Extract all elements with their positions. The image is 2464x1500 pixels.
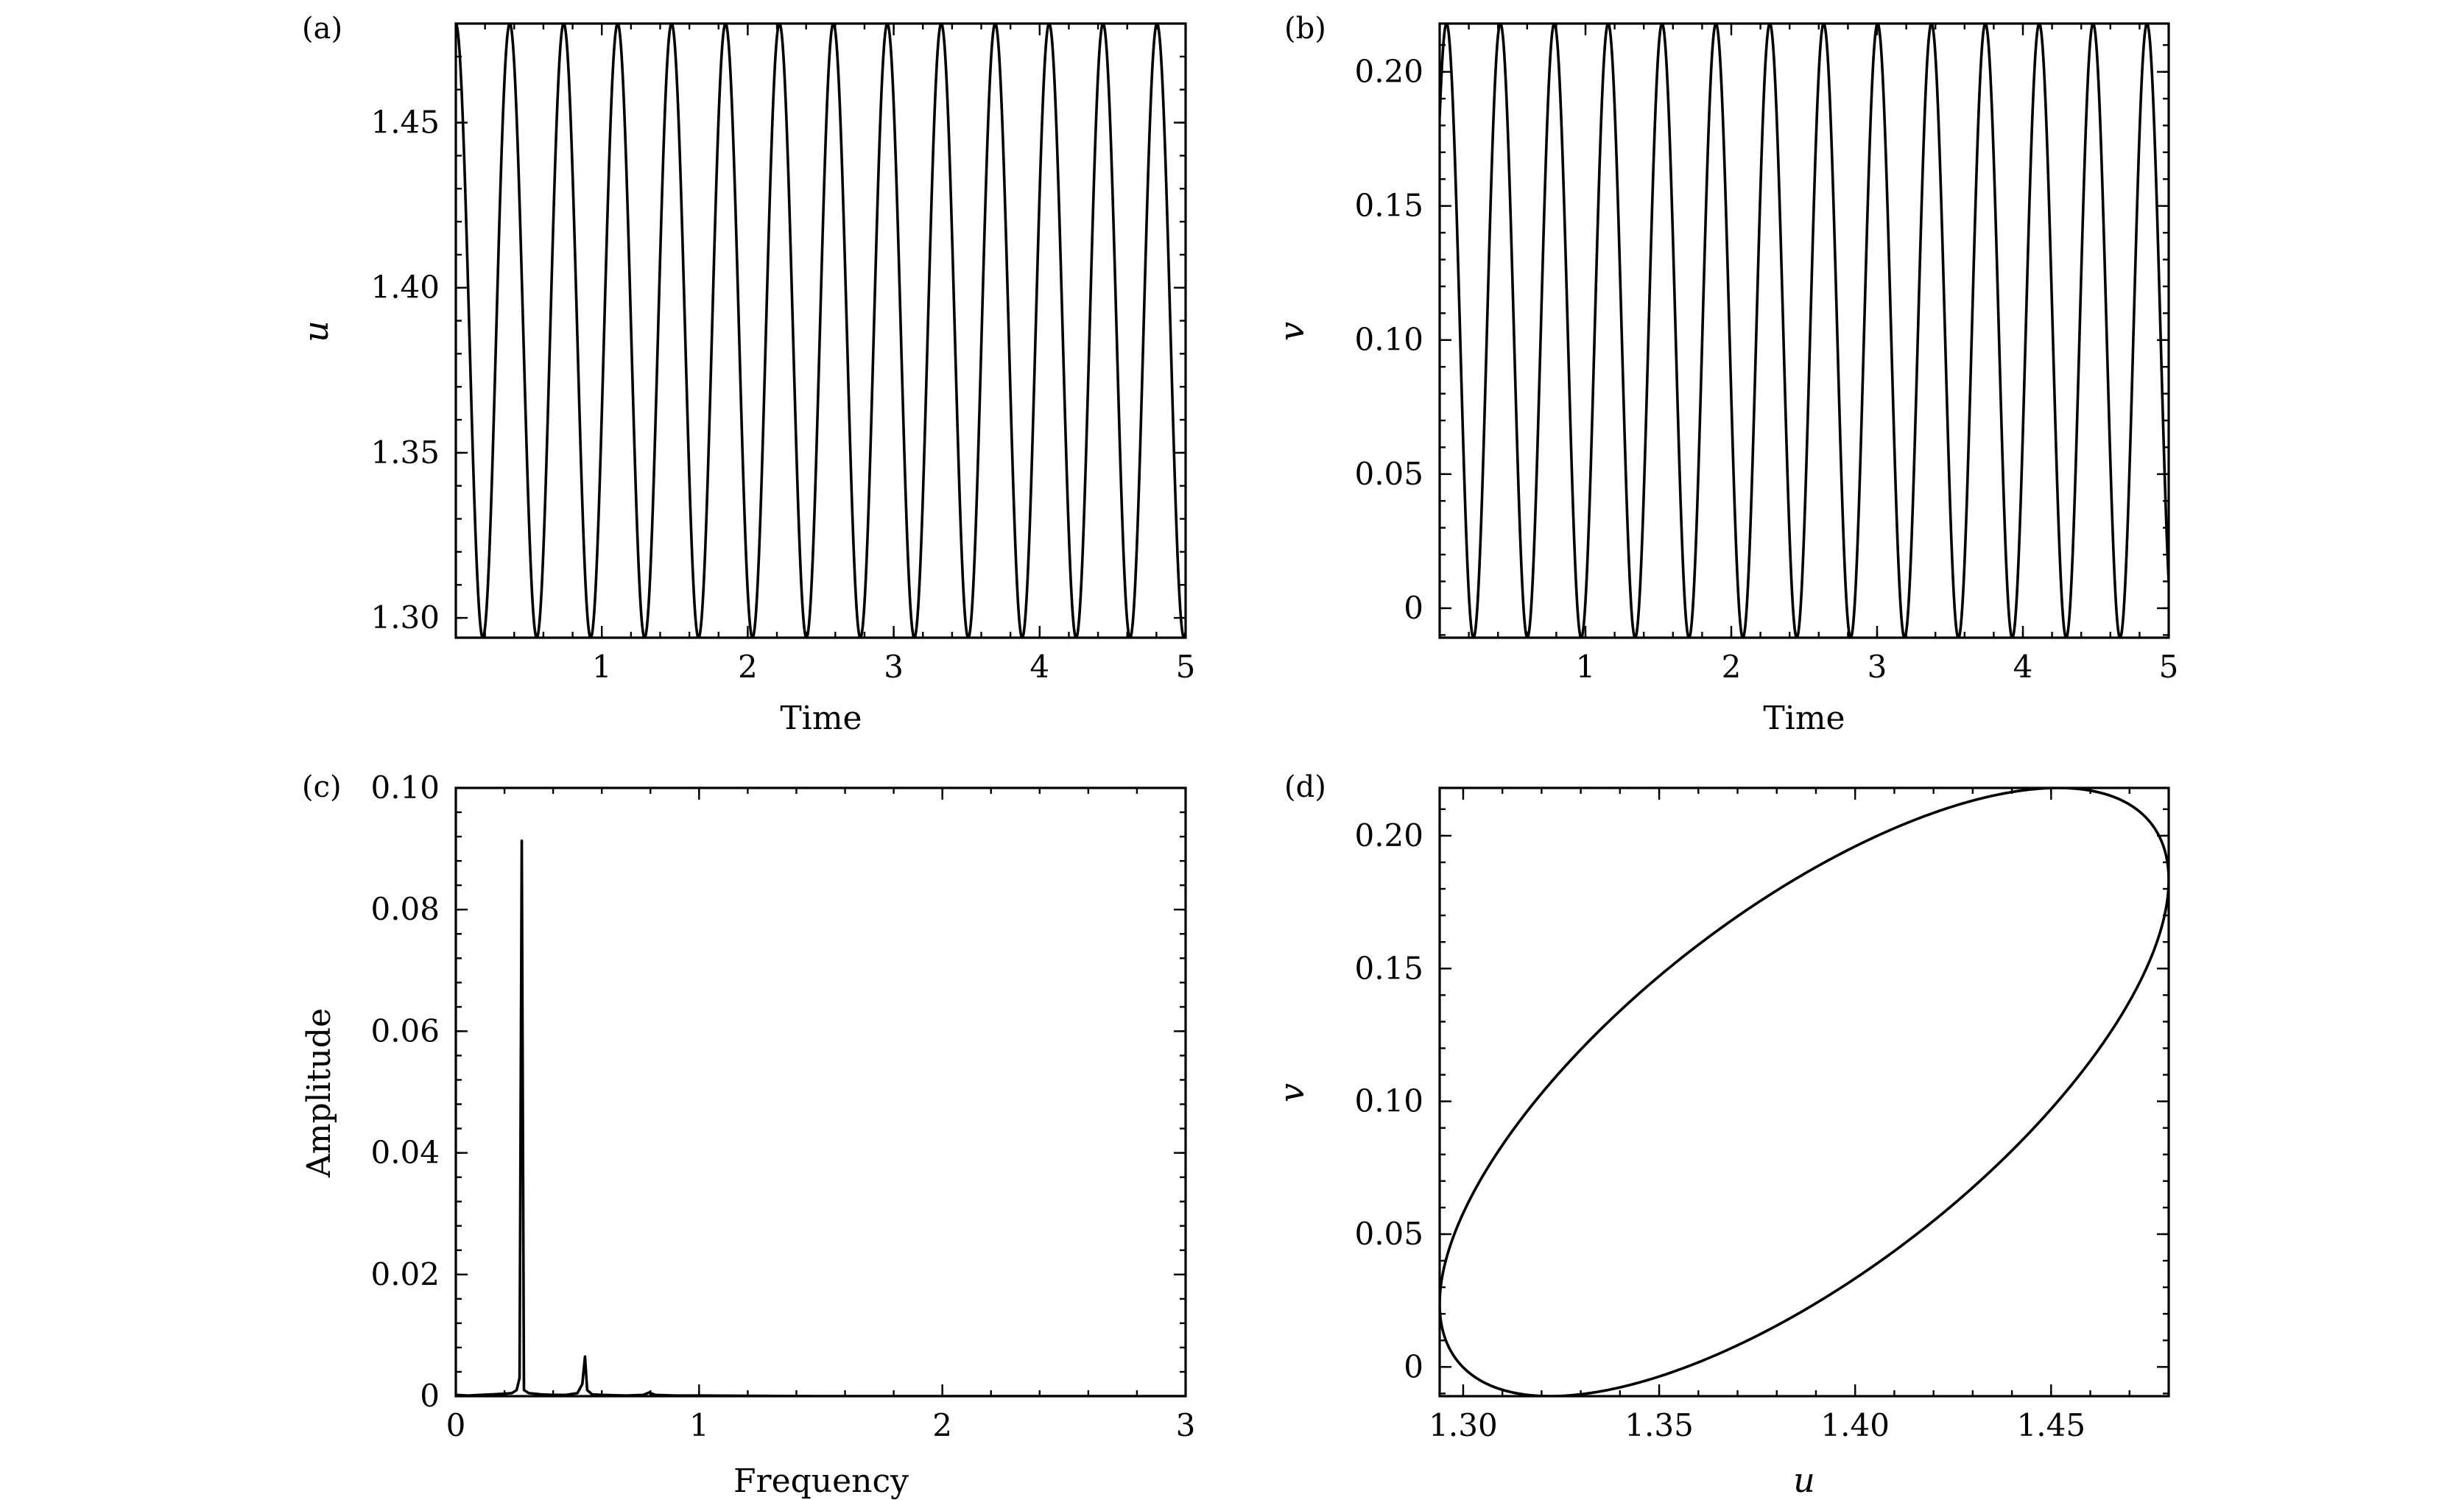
panel-label-d: (d) (1284, 770, 1326, 804)
y-tick-label-d: 0.20 (1354, 817, 1423, 853)
x-tick-label-b: 2 (1722, 649, 1742, 685)
y-tick-label-a: 1.35 (370, 434, 440, 471)
x-tick-label-d: 1.45 (2017, 1407, 2086, 1443)
y-tick-label-a: 1.40 (370, 270, 440, 306)
y-tick-label-c: 0.04 (370, 1135, 440, 1171)
x-tick-label-b: 5 (2159, 649, 2179, 685)
x-tick-label-a: 3 (884, 649, 904, 685)
x-tick-label-c: 1 (689, 1407, 709, 1443)
y-tick-label-b: 0.15 (1354, 188, 1423, 224)
x-tick-label-b: 3 (1868, 649, 1887, 685)
x-tick-label-c: 2 (932, 1407, 952, 1443)
panel-label-a: (a) (302, 12, 342, 46)
x-tick-label-d: 1.40 (1820, 1407, 1890, 1443)
y-tick-label-d: 0.05 (1354, 1216, 1423, 1252)
series-line-d (1440, 788, 2169, 1396)
x-tick-label-c: 0 (446, 1407, 466, 1443)
x-tick-label-b: 1 (1576, 649, 1596, 685)
y-tick-label-c: 0.06 (370, 1013, 440, 1049)
series-line-a (456, 24, 1186, 638)
panel-label-c: (c) (302, 770, 342, 804)
y-axis-label-d: v (1272, 1083, 1312, 1102)
y-tick-label-d: 0.15 (1354, 950, 1423, 986)
y-axis-label-b: v (1272, 322, 1312, 341)
plot-frame-a (454, 22, 1187, 639)
y-tick-label-b: 0.20 (1354, 54, 1423, 90)
y-tick-label-d: 0.10 (1354, 1083, 1423, 1119)
plot-frame-b (1438, 22, 2170, 639)
panel-b-chart: 1 2 3 4 5 0 0.05 0.10 0.15 0.20 Time v (b) (1272, 12, 2178, 737)
plot-frame-d (1438, 786, 2170, 1398)
y-tick-label-a: 1.45 (370, 105, 440, 141)
x-tick-label-d: 1.30 (1429, 1407, 1498, 1443)
y-tick-label-a: 1.30 (370, 599, 440, 635)
x-tick-label-a: 2 (738, 649, 758, 685)
x-tick-label-c: 3 (1176, 1407, 1196, 1443)
x-tick-label-b: 4 (2013, 649, 2033, 685)
y-tick-label-c: 0.08 (370, 891, 440, 927)
x-axis-label-b: Time (1763, 700, 1845, 737)
x-axis-label-a: Time (780, 700, 862, 737)
x-tick-label-a: 1 (592, 649, 612, 685)
panel-d-chart: 1.30 1.35 1.40 1.45 0 0.05 0.10 0.15 0.20 u v (d) (1272, 770, 2170, 1500)
panel-label-b: (b) (1284, 12, 1326, 46)
y-tick-label-c: 0.02 (370, 1256, 440, 1292)
panel-a-chart: 1 2 3 4 5 1.30 1.35 1.40 1.45 Time u (a) (296, 12, 1195, 737)
y-axis-label-c: Amplitude (300, 1008, 338, 1178)
y-tick-label-d: 0 (1404, 1348, 1423, 1384)
y-tick-label-b: 0.10 (1354, 322, 1423, 358)
x-tick-label-a: 4 (1029, 649, 1049, 685)
y-axis-label-a: u (296, 320, 336, 342)
x-axis-label-c: Frequency (733, 1462, 909, 1500)
y-tick-label-b: 0 (1404, 590, 1423, 626)
x-tick-label-d: 1.35 (1625, 1407, 1694, 1443)
panel-c-chart: 0 1 2 3 0 0.02 0.04 0.06 0.08 0.10 Frequency Amplit… (300, 770, 1195, 1500)
x-tick-label-a: 5 (1176, 649, 1196, 685)
y-tick-label-b: 0.05 (1354, 456, 1423, 492)
y-tick-label-c: 0.10 (370, 770, 440, 806)
x-axis-label-d: u (1793, 1460, 1815, 1500)
plot-frame-c (454, 786, 1187, 1398)
series-line-b (1440, 24, 2169, 638)
y-tick-label-c: 0 (420, 1378, 440, 1414)
